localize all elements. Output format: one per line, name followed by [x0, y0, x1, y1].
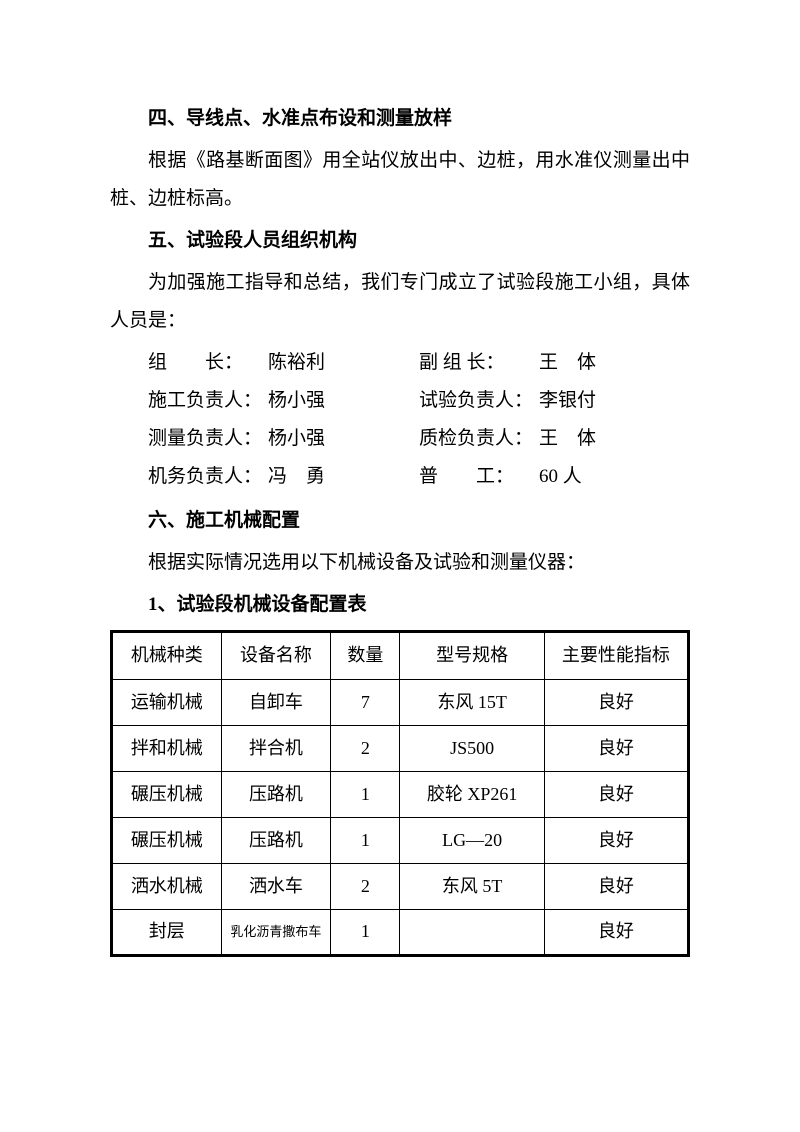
table-cell: 良好	[544, 864, 688, 910]
table-cell: 良好	[544, 680, 688, 726]
table-cell: 东风 15T	[400, 680, 544, 726]
table-cell: 拌合机	[221, 726, 331, 772]
table-cell: 良好	[544, 772, 688, 818]
table-header-row: 机械种类 设备名称 数量 型号规格 主要性能指标	[112, 632, 689, 680]
table-cell: 碾压机械	[112, 818, 222, 864]
table-cell: 胶轮 XP261	[400, 772, 544, 818]
personnel-label: 机务负责人：	[148, 458, 268, 496]
table-row: 碾压机械 压路机 1 胶轮 XP261 良好	[112, 772, 689, 818]
personnel-value: 王 体	[539, 420, 690, 458]
table-cell: LG—20	[400, 818, 544, 864]
table-cell: 压路机	[221, 818, 331, 864]
table-cell: 1	[331, 818, 400, 864]
personnel-value: 冯 勇	[268, 458, 419, 496]
table-cell: 乳化沥青撒布车	[221, 910, 331, 956]
table-row: 运输机械 自卸车 7 东风 15T 良好	[112, 680, 689, 726]
personnel-label: 试验负责人：	[419, 382, 539, 420]
personnel-label: 施工负责人：	[148, 382, 268, 420]
section6-body: 根据实际情况选用以下机械设备及试验和测量仪器：	[110, 544, 690, 582]
personnel-row: 组 长： 陈裕利 副 组 长： 王 体	[110, 344, 690, 382]
table-cell: 运输机械	[112, 680, 222, 726]
personnel-value: 李银付	[539, 382, 690, 420]
table-row: 封层 乳化沥青撒布车 1 良好	[112, 910, 689, 956]
equipment-table: 机械种类 设备名称 数量 型号规格 主要性能指标 运输机械 自卸车 7 东风 1…	[110, 630, 690, 957]
section5-heading: 五、试验段人员组织机构	[110, 222, 690, 260]
table-cell: 压路机	[221, 772, 331, 818]
section6-sub: 1、试验段机械设备配置表	[110, 586, 690, 624]
section4-body: 根据《路基断面图》用全站仪放出中、边桩，用水准仪测量出中桩、边桩标高。	[110, 142, 690, 218]
table-cell: 封层	[112, 910, 222, 956]
table-cell: 1	[331, 910, 400, 956]
table-cell: 2	[331, 864, 400, 910]
table-header: 设备名称	[221, 632, 331, 680]
table-cell: 自卸车	[221, 680, 331, 726]
table-cell: 7	[331, 680, 400, 726]
personnel-value: 杨小强	[268, 382, 419, 420]
section5-body: 为加强施工指导和总结，我们专门成立了试验段施工小组，具体人员是：	[110, 264, 690, 340]
table-cell: 拌和机械	[112, 726, 222, 772]
table-cell: 良好	[544, 910, 688, 956]
table-header: 机械种类	[112, 632, 222, 680]
personnel-label: 组 长：	[148, 344, 268, 382]
personnel-value: 陈裕利	[268, 344, 419, 382]
personnel-row: 测量负责人： 杨小强 质检负责人： 王 体	[110, 420, 690, 458]
table-cell: 碾压机械	[112, 772, 222, 818]
personnel-label: 普 工：	[419, 458, 539, 496]
section4-heading: 四、导线点、水准点布设和测量放样	[110, 100, 690, 138]
table-cell: 良好	[544, 726, 688, 772]
table-row: 拌和机械 拌合机 2 JS500 良好	[112, 726, 689, 772]
table-row: 洒水机械 洒水车 2 东风 5T 良好	[112, 864, 689, 910]
personnel-label: 副 组 长：	[419, 344, 539, 382]
personnel-value: 60 人	[539, 458, 690, 496]
table-row: 碾压机械 压路机 1 LG—20 良好	[112, 818, 689, 864]
table-cell: 洒水车	[221, 864, 331, 910]
table-header: 数量	[331, 632, 400, 680]
table-cell: 2	[331, 726, 400, 772]
personnel-label: 质检负责人：	[419, 420, 539, 458]
table-cell: 良好	[544, 818, 688, 864]
table-cell: JS500	[400, 726, 544, 772]
personnel-row: 施工负责人： 杨小强 试验负责人： 李银付	[110, 382, 690, 420]
table-cell: 东风 5T	[400, 864, 544, 910]
section6-heading: 六、施工机械配置	[110, 502, 690, 540]
table-cell: 洒水机械	[112, 864, 222, 910]
personnel-label: 测量负责人：	[148, 420, 268, 458]
table-cell: 1	[331, 772, 400, 818]
personnel-value: 王 体	[539, 344, 690, 382]
personnel-row: 机务负责人： 冯 勇 普 工： 60 人	[110, 458, 690, 496]
table-header: 型号规格	[400, 632, 544, 680]
table-header: 主要性能指标	[544, 632, 688, 680]
table-cell	[400, 910, 544, 956]
personnel-block: 组 长： 陈裕利 副 组 长： 王 体 施工负责人： 杨小强 试验负责人： 李银…	[110, 344, 690, 496]
personnel-value: 杨小强	[268, 420, 419, 458]
